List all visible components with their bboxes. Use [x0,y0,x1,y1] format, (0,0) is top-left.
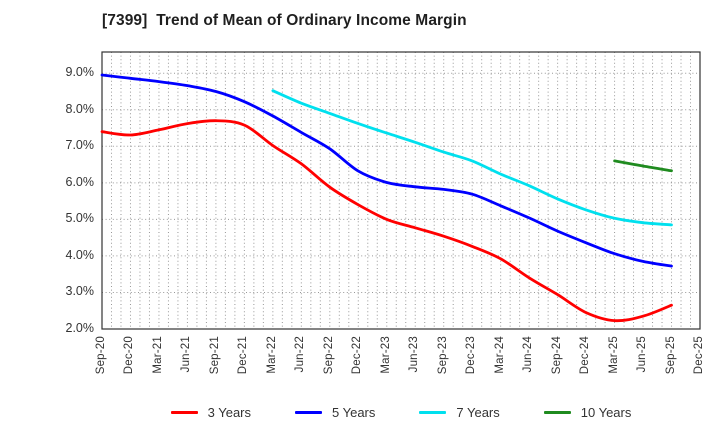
y-tick-label: 4.0% [65,247,95,262]
x-tick-label: Sep-25 [664,336,677,375]
series-line-5-years [100,73,673,268]
y-tick-label: 6.0% [65,174,95,189]
x-tick-label: Dec-22 [351,336,364,375]
x-tick-label: Dec-23 [465,336,478,375]
series-line-10-years [613,159,673,173]
x-tick-label: Sep-20 [95,336,107,375]
x-tick-label: Mar-21 [151,336,164,374]
x-tick-label: Sep-22 [322,336,335,375]
legend-swatch [543,411,571,414]
x-tick-label: Dec-21 [237,336,250,375]
legend-label: 7 Years [456,405,500,420]
y-tick-label: 2.0% [65,321,95,335]
series-line-3-years [100,119,673,323]
x-tick-label: Mar-23 [379,336,392,374]
x-tick-label: Jun-22 [294,336,307,373]
x-tick-label: Sep-23 [436,336,449,375]
legend-item-5-years: 5 Years [295,405,375,420]
x-tick-label: Jun-24 [522,336,535,373]
y-tick-label: 5.0% [65,211,95,226]
x-tick-label: Mar-24 [493,336,506,374]
y-tick-label: 8.0% [65,101,95,116]
x-tick-label: Dec-20 [123,336,136,375]
x-tick-label: Sep-24 [550,336,563,375]
x-tick-label: Jun-23 [408,336,421,373]
legend-swatch [295,411,322,414]
chart-legend: 3 Years 5 Years 7 Years 10 Years [102,405,700,420]
series-line-7-years [271,89,673,227]
legend-label: 5 Years [332,405,376,420]
x-tick-label: Mar-22 [265,336,278,374]
legend-item-3-years: 3 Years [170,405,251,420]
x-tick-label: Jun-21 [180,336,193,373]
legend-item-10-years: 10 Years [543,405,632,420]
x-tick-label: Mar-25 [607,336,620,374]
legend-label: 10 Years [580,405,632,420]
y-tick-label: 7.0% [65,138,95,153]
x-tick-label: Dec-25 [693,336,705,375]
legend-label: 3 Years [207,405,251,420]
chart-title: [7399] Trend of Mean of Ordinary Income … [102,12,467,29]
y-tick-label: 3.0% [65,284,95,299]
x-tick-label: Dec-24 [579,336,592,375]
x-tick-label: Jun-25 [636,336,649,373]
y-tick-label: 9.0% [65,65,95,80]
legend-swatch [419,411,447,414]
legend-item-7-years: 7 Years [419,405,500,420]
x-tick-label: Sep-21 [208,336,221,375]
legend-swatch [170,411,198,414]
